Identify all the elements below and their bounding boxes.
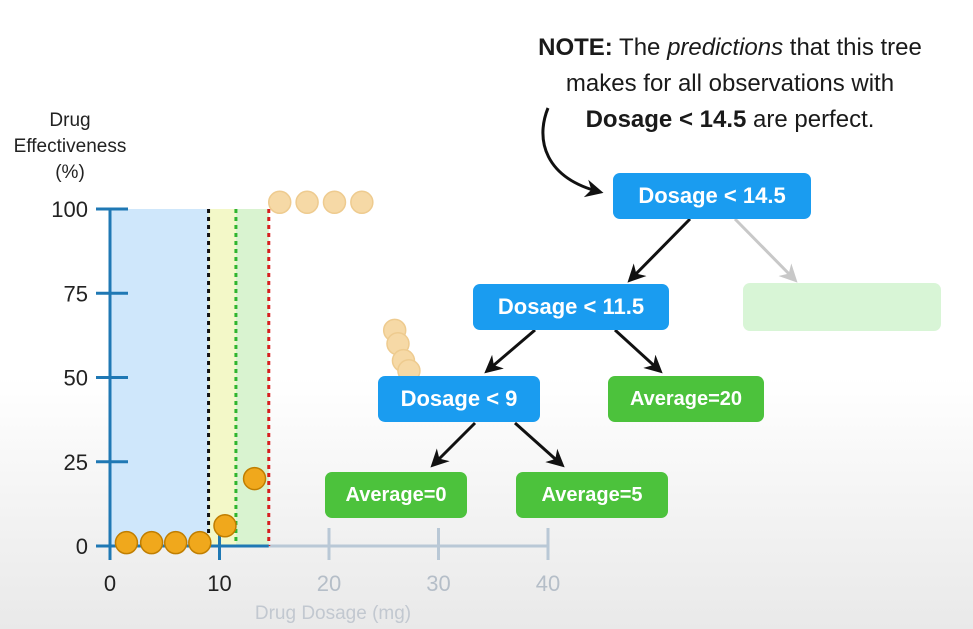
data-point — [114, 530, 139, 555]
region-11-5-to-14-5 — [235, 209, 269, 546]
data-point — [163, 530, 188, 555]
edge-left-leftright — [613, 328, 663, 374]
tree-leaf-average-20: Average=20 — [608, 376, 764, 422]
highlighted-points — [114, 466, 267, 555]
note-text: NOTE: The predictions that this tree mak… — [490, 30, 970, 138]
edge-root-left — [627, 217, 692, 283]
split-regions — [110, 209, 269, 546]
note-line-2: makes for all observations with — [565, 70, 895, 97]
note-bold-condition: Dosage < 14.5 — [585, 106, 747, 133]
faded-data-point — [322, 190, 347, 215]
note-arrow — [541, 107, 604, 198]
tree-edges — [430, 107, 798, 468]
faded-data-point — [350, 190, 374, 215]
x-tick-label: 20 — [317, 571, 341, 596]
faded-points — [267, 190, 421, 383]
y-axis-label-line: (%) — [55, 162, 85, 183]
note-text-2: that this tree — [783, 34, 922, 61]
data-point — [139, 530, 164, 555]
data-point — [213, 514, 237, 538]
faded-data-point — [295, 190, 319, 215]
edge-root-right — [733, 217, 798, 283]
edge-ll-leafb — [514, 421, 565, 468]
tree-leaf-average-5: Average=5 — [516, 472, 668, 518]
y-tick-label: 50 — [64, 366, 88, 391]
x-axis-label: Drug Dosage (mg) — [255, 603, 411, 624]
y-tick-label: 100 — [51, 197, 88, 222]
region-9-to-11-5 — [208, 209, 236, 546]
x-tick-label: 40 — [536, 571, 560, 596]
y-axis-label: Drug Effectiveness (%) — [0, 108, 140, 186]
tree-node-left: Dosage < 11.5 — [473, 284, 669, 330]
tree-node-root: Dosage < 14.5 — [613, 173, 811, 219]
x-tick-label: 10 — [207, 571, 231, 596]
y-axis-label-line: Drug — [49, 110, 91, 131]
x-tick-label: 0 — [104, 571, 116, 596]
data-point — [188, 530, 212, 555]
tree-leaf-average-0: Average=0 — [325, 472, 467, 518]
y-tick-label: 75 — [64, 281, 88, 306]
x-tick-label: 30 — [426, 571, 450, 596]
edge-left-leftleft — [484, 328, 536, 374]
tree-node-left-left: Dosage < 9 — [378, 376, 540, 422]
note-text-3: are perfect. — [746, 106, 875, 133]
tree-node-root-right-placeholder — [743, 283, 941, 331]
note-bold-prefix: NOTE: — [538, 34, 613, 61]
faded-data-point — [267, 190, 292, 215]
note-italic: predictions — [667, 34, 784, 61]
note-text-1: The — [612, 34, 668, 61]
data-point — [242, 466, 267, 491]
y-tick-label: 25 — [64, 450, 88, 475]
split-lines — [207, 209, 271, 546]
edge-ll-leafa — [430, 421, 477, 468]
y-axis-label-line: Effectiveness — [13, 136, 127, 157]
chart-axes: 0 25 50 75 100 0 10 20 30 40 Drug Dosage (mg) — [51, 197, 560, 624]
y-tick-label: 0 — [76, 534, 88, 559]
